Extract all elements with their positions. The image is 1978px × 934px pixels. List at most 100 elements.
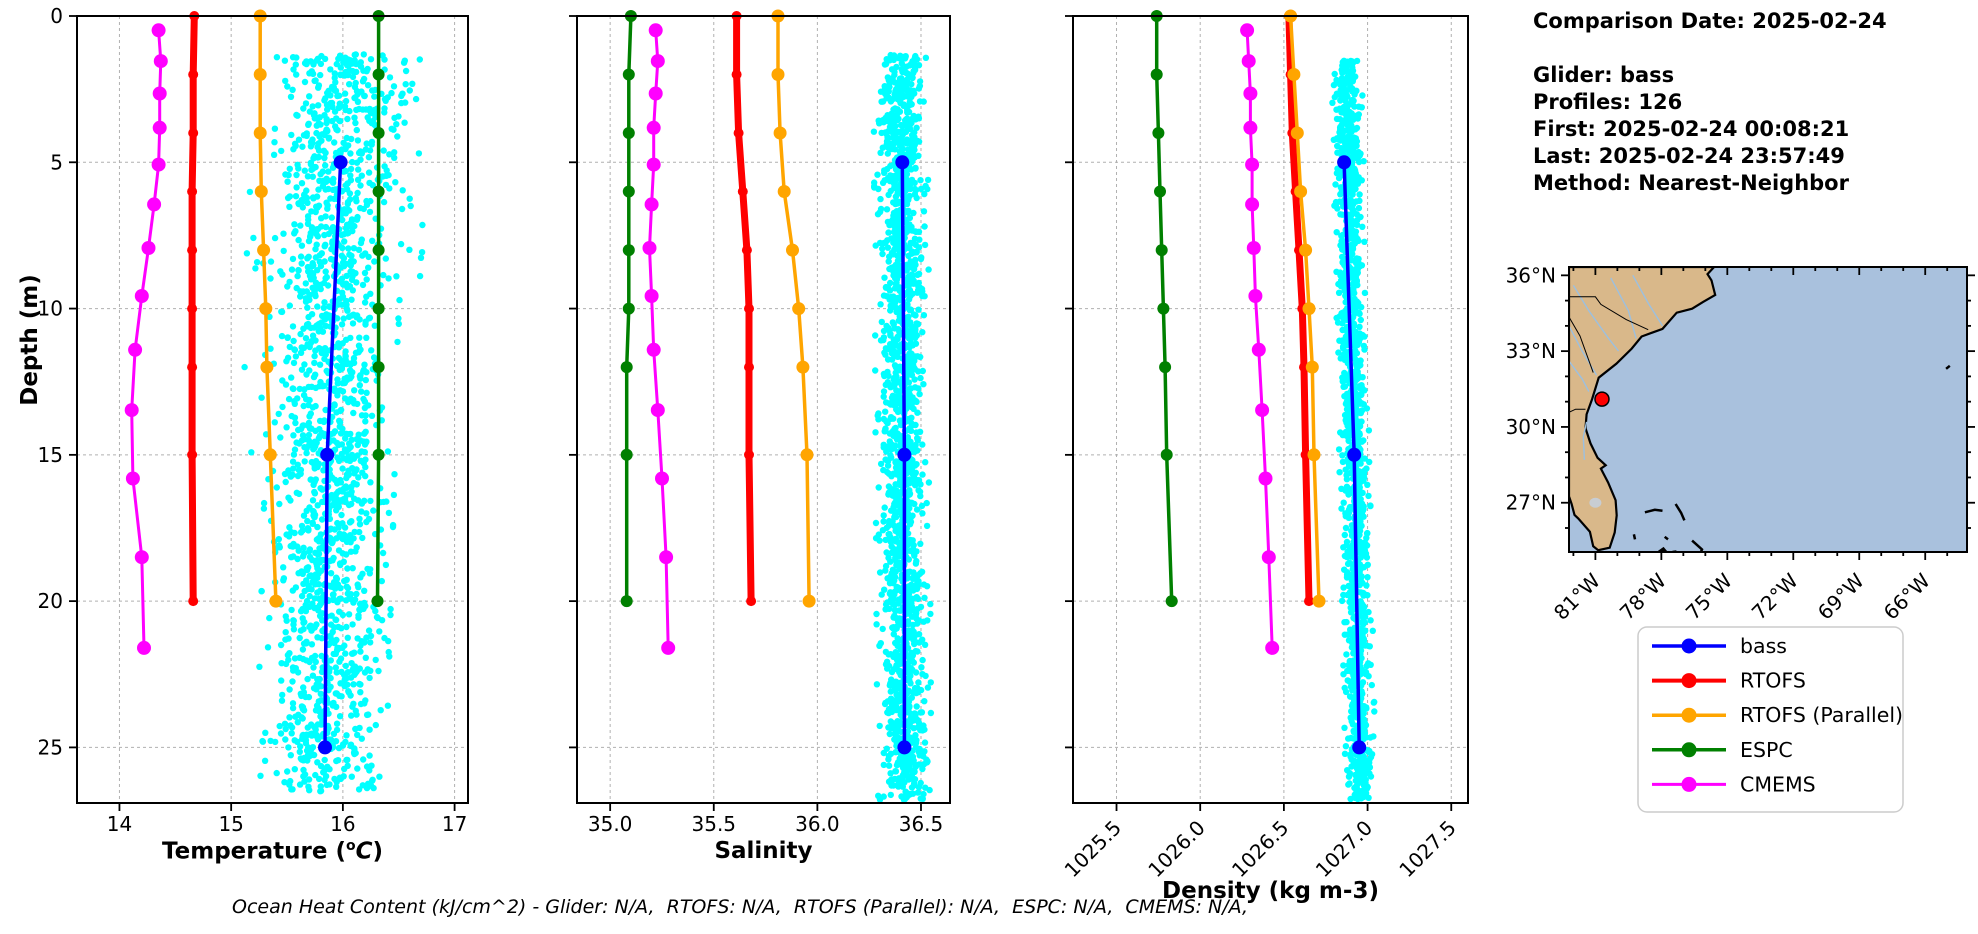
- glider-scatter: [241, 51, 426, 795]
- series-espc: [1150, 10, 1178, 608]
- map-state-border: [1569, 316, 1594, 373]
- temperature-axis-label-pre: Temperature (: [162, 838, 346, 865]
- density-grid: [1073, 16, 1468, 803]
- temperature-axis-label: Temperature (oC): [77, 838, 468, 865]
- density-tick-labels: 1025.5 1026.0 1026.5 1027.0 1027.5: [1060, 816, 1461, 882]
- svg-text:36.5: 36.5: [899, 812, 944, 836]
- glider-name: Glider: bass: [1533, 63, 1675, 87]
- ocean-heat-content-caption: Ocean Heat Content (kJ/cm^2) - Glider: N…: [232, 896, 1248, 918]
- map-state-border: [1569, 408, 1586, 413]
- series-espc: [620, 10, 637, 608]
- map-river: [1632, 274, 1664, 327]
- map-spines: [1568, 266, 1968, 553]
- temperature-axis-label-unit: C: [355, 838, 373, 865]
- map-river: [1569, 360, 1590, 392]
- comparison-date: Comparison Date: 2025-02-24: [1533, 9, 1887, 33]
- series-cmems: [642, 23, 676, 655]
- series-cmems: [124, 23, 168, 655]
- profiles-count: Profiles: 126: [1533, 90, 1683, 114]
- legend-label: RTOFS: [1740, 669, 1806, 693]
- map-island: [1663, 535, 1669, 541]
- svg-text:15: 15: [38, 443, 63, 467]
- svg-text:36.0: 36.0: [795, 812, 840, 836]
- temperature-tick-labels: 14 15 16 17 0 5 10 15 20 25: [38, 4, 468, 836]
- legend-marker: [1681, 707, 1697, 723]
- svg-text:35.5: 35.5: [692, 812, 737, 836]
- map-island: [1945, 364, 1951, 370]
- legend-item-cmems: CMEMS: [1652, 772, 1816, 796]
- location-map: 36°N33°N30°N27°N81°W 78°W 75°W 72°W 69°W 66°W: [1506, 263, 1975, 625]
- series-rtofs: [731, 11, 757, 607]
- legend-item-espc: ESPC: [1652, 738, 1793, 762]
- svg-text:25: 25: [38, 735, 63, 759]
- density-axis-label: Density (kg m-3): [1162, 878, 1379, 904]
- legend-item-rtofs: RTOFS: [1652, 669, 1806, 693]
- map-island: [1632, 534, 1637, 540]
- salinity-ticks: [569, 15, 922, 811]
- salinity-panel: 35.0 35.5 36.0 36.5: [569, 9, 951, 836]
- map-land: [1569, 267, 1717, 552]
- info-spacer: [1533, 35, 1887, 62]
- temperature-panel: 14 15 16 17 0 5 10 15 20 25: [38, 4, 469, 836]
- temperature-axis-label-post: ): [372, 838, 383, 865]
- map-island: [1691, 539, 1704, 552]
- depth-axis-label: Depth (m): [17, 274, 43, 406]
- legend-label: bass: [1740, 634, 1787, 658]
- series-espc: [371, 10, 385, 608]
- temperature-ticks: [69, 15, 456, 811]
- density-panel: 1025.5 1026.0 1026.5 1027.0 1027.5: [1060, 9, 1469, 882]
- legend-marker: [1681, 673, 1697, 689]
- map-lake: [1589, 497, 1602, 508]
- svg-text:0: 0: [50, 4, 63, 28]
- legend-label: RTOFS (Parallel): [1740, 703, 1903, 727]
- density-spines: [1072, 15, 1469, 804]
- legend-item-bass: bass: [1652, 634, 1787, 658]
- svg-text:14: 14: [107, 812, 132, 836]
- legend: bass RTOFS RTOFS (Parallel) ESPC CMEMS: [1637, 626, 1904, 813]
- salinity-axis-label: Salinity: [714, 838, 813, 864]
- series-rtofs-parallel-: [1284, 9, 1326, 608]
- map-state-border: [1569, 296, 1649, 331]
- temperature-spines: [76, 15, 469, 804]
- legend-item-rtofs-parallel-: RTOFS (Parallel): [1652, 703, 1903, 727]
- map-river: [1572, 285, 1620, 352]
- legend-marker: [1681, 742, 1697, 758]
- series-rtofs: [187, 11, 200, 607]
- svg-text:5: 5: [50, 150, 63, 174]
- last-profile-time: Last: 2025-02-24 23:57:49: [1533, 144, 1845, 168]
- legend-label: ESPC: [1740, 738, 1793, 762]
- series-bass: [318, 155, 348, 755]
- method: Method: Nearest-Neighbor: [1533, 171, 1849, 195]
- map-features: [1569, 267, 1951, 552]
- legend-marker: [1681, 776, 1697, 792]
- svg-text:15: 15: [218, 812, 243, 836]
- legend-label: CMEMS: [1740, 772, 1816, 796]
- svg-text:10: 10: [38, 297, 63, 321]
- svg-text:17: 17: [442, 812, 467, 836]
- map-island: [1657, 546, 1668, 552]
- salinity-tick-labels: 35.0 35.5 36.0 36.5: [588, 812, 943, 836]
- svg-text:16: 16: [330, 812, 355, 836]
- salinity-spines: [576, 15, 951, 804]
- map-ticks: [1561, 267, 1975, 560]
- map-river: [1582, 421, 1588, 460]
- legend-box: [1637, 626, 1904, 813]
- map-island: [1674, 503, 1686, 521]
- glider-location-marker: [1594, 391, 1610, 407]
- density-ticks: [1065, 15, 1453, 811]
- temperature-axis-label-sup: o: [345, 838, 356, 854]
- legend-marker: [1681, 638, 1697, 654]
- series-bass: [895, 155, 912, 755]
- map-river: [1610, 277, 1637, 339]
- first-profile-time: First: 2025-02-24 00:08:21: [1533, 117, 1850, 141]
- map-island: [1644, 508, 1663, 514]
- svg-text:20: 20: [38, 589, 63, 613]
- series-bass: [1337, 155, 1367, 755]
- svg-text:35.0: 35.0: [588, 812, 633, 836]
- series-rtofs-parallel-: [253, 9, 283, 608]
- series-cmems: [1240, 23, 1280, 655]
- info-panel: Comparison Date: 2025-02-24 Glider: bass…: [1533, 8, 1887, 197]
- series-rtofs-parallel-: [771, 9, 816, 608]
